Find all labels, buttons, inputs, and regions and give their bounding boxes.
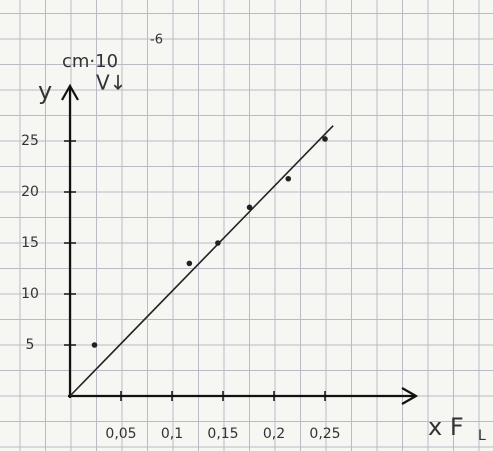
y-label-exponent: -6 [150,33,163,48]
data-point [322,136,328,142]
y-tick-label: 20 [21,184,39,200]
x-arrow [401,387,419,405]
y-arrow [61,83,79,101]
data-point [285,175,292,182]
x-tick-label: 0,2 [263,426,285,442]
y-label-unit: cm·10 [62,51,118,72]
y-tick-label: 25 [21,133,39,149]
data-point [91,342,98,348]
y-tick-label: 10 [21,286,39,302]
y-label-note: V↓ [96,71,126,95]
data-point [246,204,253,211]
x-tick-label: 0,05 [105,426,136,442]
x-tick-label: 0,15 [207,426,238,442]
data-point [215,240,221,246]
data-point [186,260,193,267]
x-tick-label: 0,1 [161,426,183,442]
x-label-symbol: x F [428,413,464,441]
y-label-symbol: y [38,77,52,105]
x-label-subscript: L [478,428,486,444]
y-tick-label: 15 [21,235,39,251]
fit-line [69,125,334,397]
x-tick-label: 0,25 [309,426,340,442]
y-tick-label: 5 [26,337,35,353]
